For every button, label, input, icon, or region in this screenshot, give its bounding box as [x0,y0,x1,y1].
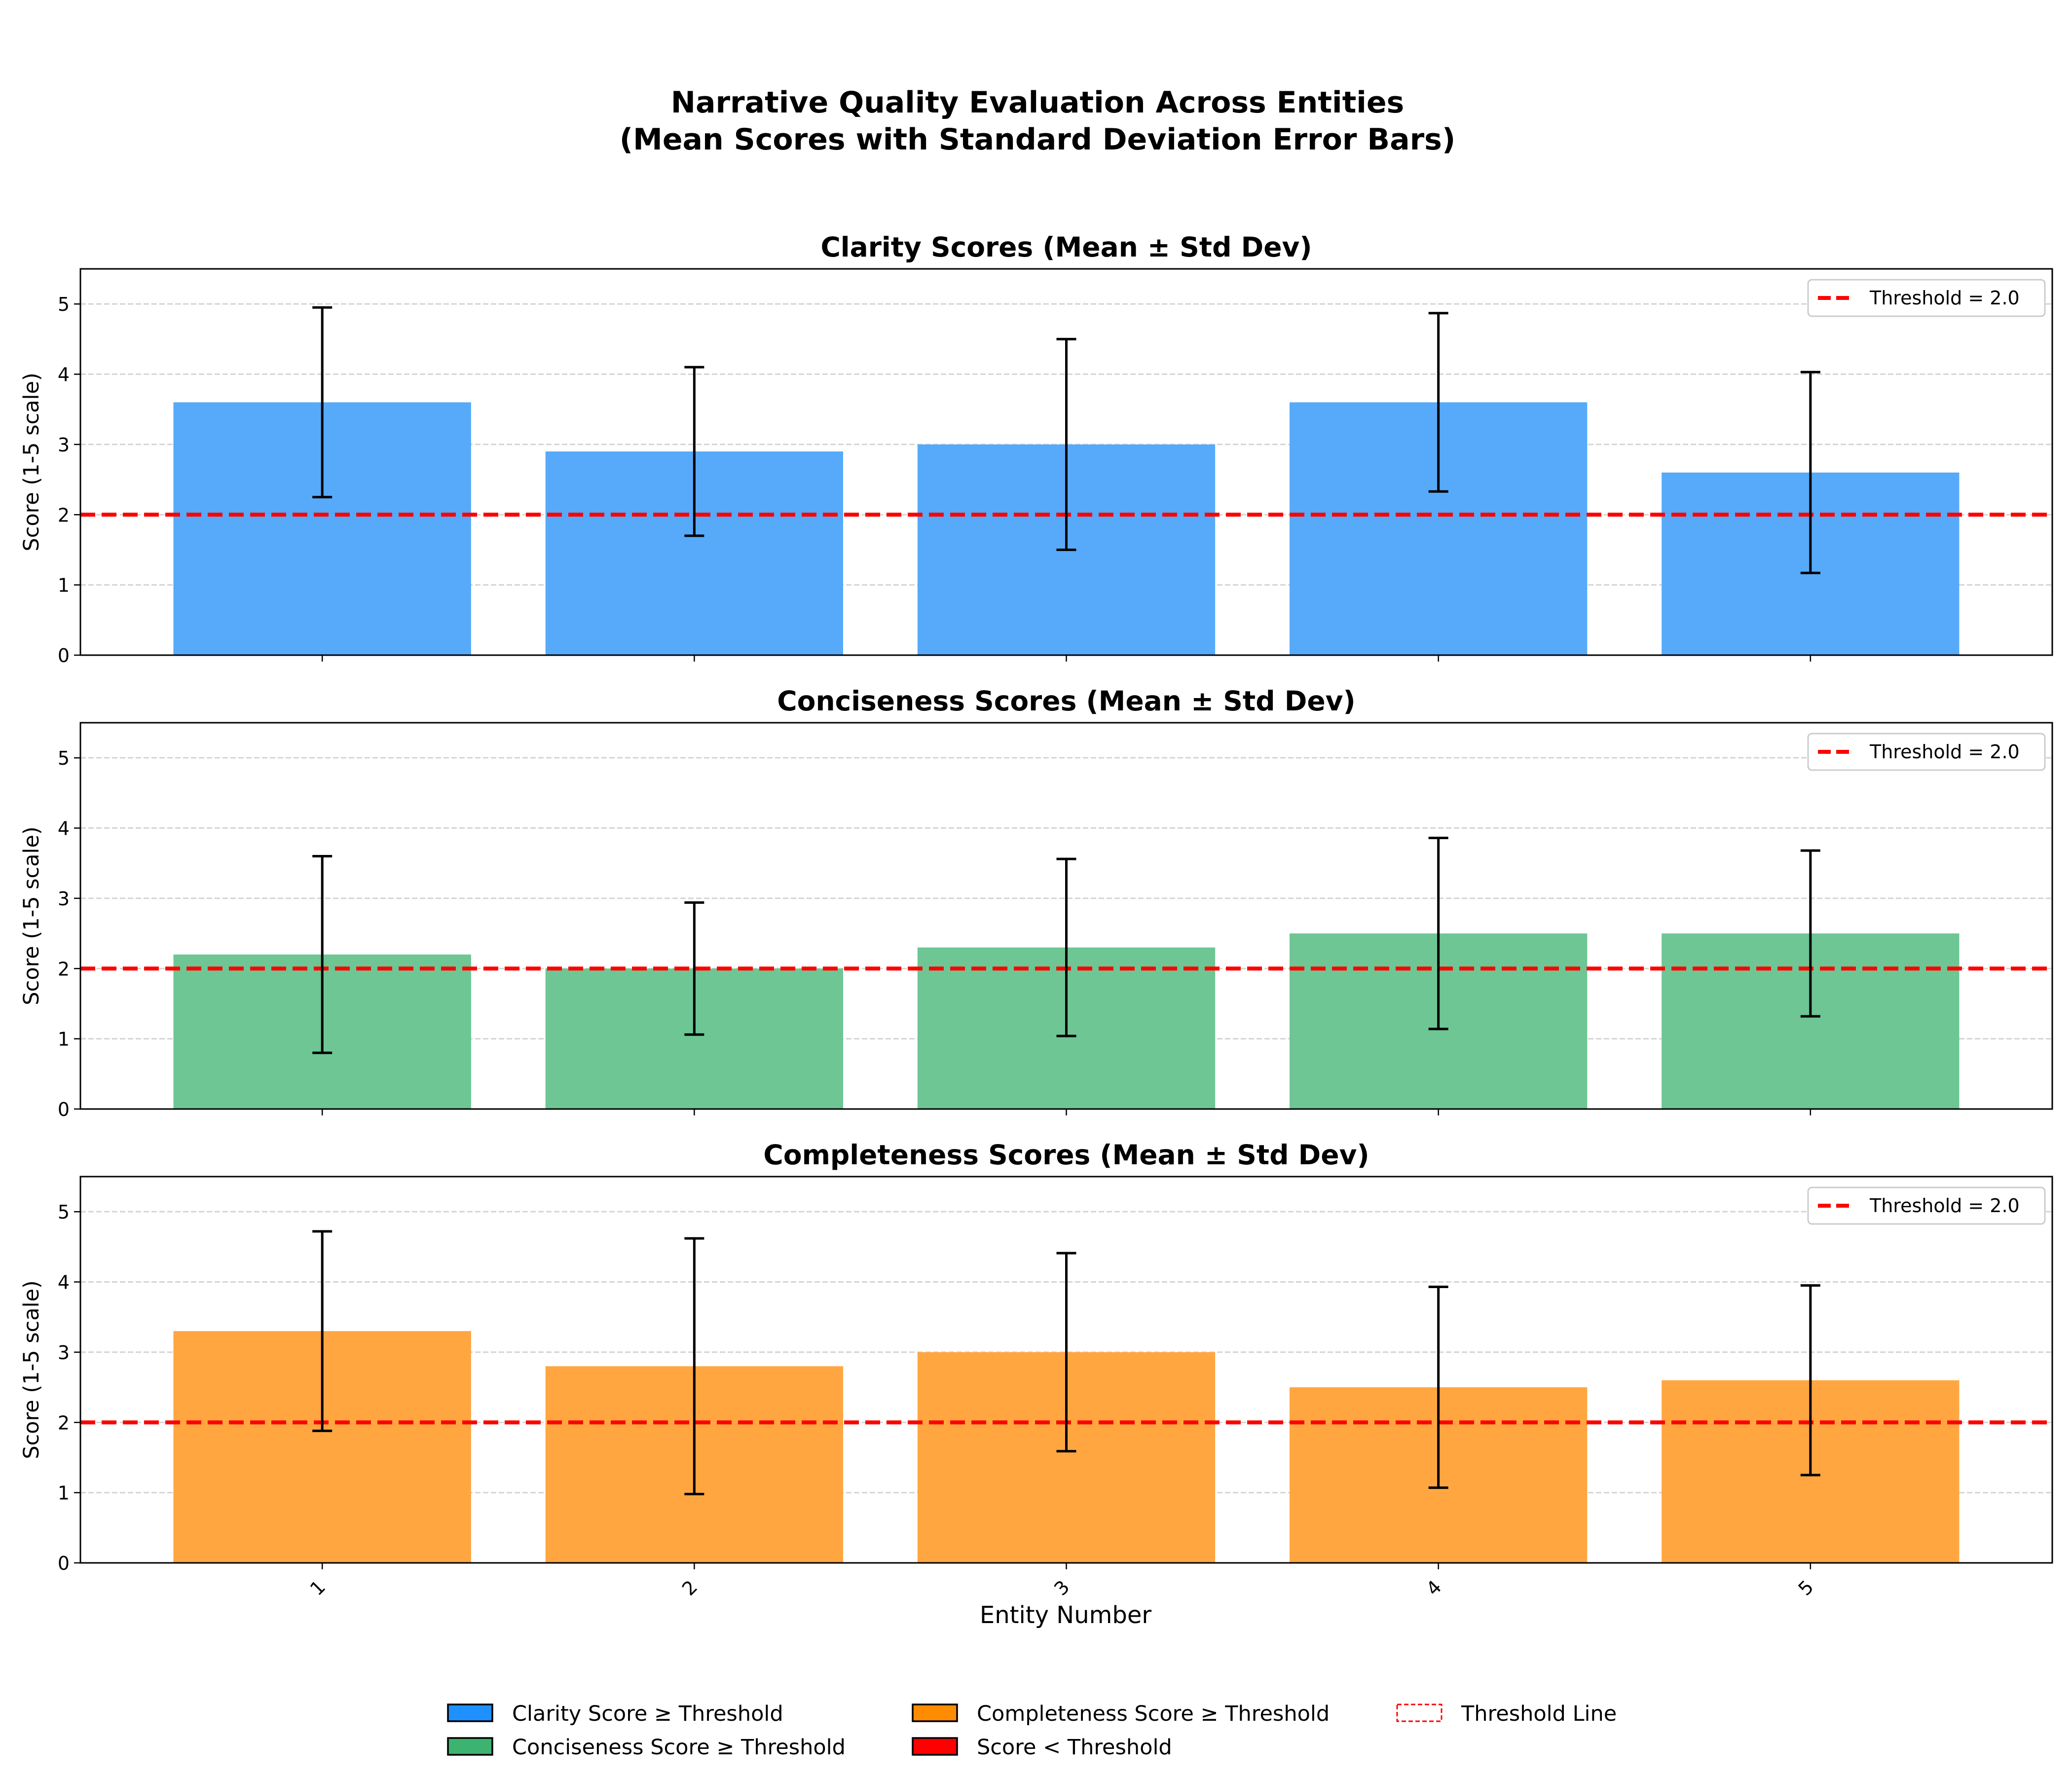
error-bar [684,1237,704,1495]
clarity-panel-title: Clarity Scores (Mean ± Std Dev) [820,231,1312,263]
legend-box [1807,1186,2046,1225]
legend-conciseness-swatch [447,1737,493,1756]
threshold-legend: Threshold = 2.0 [1807,279,2046,317]
y-tick-label: 3 [58,434,70,456]
conciseness-subplot: Conciseness Scores (Mean ± Std Dev) 0 1 2 3 4… [19,685,2053,1120]
clarity-subplot: Clarity Scores (Mean ± Std Dev) 0 1 2 3 4 5 Sco… [19,231,2053,666]
legend-below-threshold-label: Score < Threshold [977,1735,1172,1760]
y-tick-label: 3 [58,1342,70,1364]
y-tick-label: 3 [58,888,70,910]
error-bar [312,854,333,1054]
legend-threshold-label: Threshold = 2.0 [1869,741,2020,763]
legend-clarity: Clarity Score ≥ Threshold [447,1702,783,1726]
axes-frame [79,268,2053,656]
completeness-panel-title: Completeness Scores (Mean ± Std Dev) [763,1139,1369,1171]
y-axis-label: Score (1-5 scale) [19,826,44,1005]
y-tick-label: 1 [58,1029,70,1050]
legend-threshold-line: Threshold Line [1396,1702,1617,1726]
legend-conciseness: Conciseness Score ≥ Threshold [447,1735,846,1760]
y-tick-label: 5 [58,747,70,769]
figure-title-line2: (Mean Scores with Standard Deviation Err… [620,122,1456,157]
y-axis-label: Score (1-5 scale) [19,372,44,551]
legend-box [1807,733,2046,771]
legend-box [1807,279,2046,317]
error-bar [1800,849,1820,1018]
y-tick-label: 0 [58,1553,70,1574]
y-axis-label: Score (1-5 scale) [19,1280,44,1459]
legend-completeness-swatch [912,1703,958,1722]
error-bar [684,366,704,537]
axes-frame [79,722,2053,1110]
conciseness-panel-title: Conciseness Scores (Mean ± Std Dev) [777,685,1355,717]
legend-threshold-label: Threshold = 2.0 [1869,287,2020,309]
x-axis-label: Entity Number [980,1601,1151,1629]
threshold-legend: Threshold = 2.0 [1807,733,2046,771]
error-bar [1428,1286,1448,1489]
y-tick-label: 5 [58,1201,70,1223]
figure-legend: Clarity Score ≥ Threshold Conciseness Sco… [447,1702,1617,1760]
legend-below-threshold: Score < Threshold [912,1735,1172,1760]
error-bar [684,901,704,1036]
legend-threshold-line-swatch [1396,1703,1443,1722]
error-bar [312,1230,333,1432]
y-tick-label: 1 [58,1482,70,1504]
legend-threshold-label: Threshold = 2.0 [1869,1195,2020,1217]
legend-conciseness-label: Conciseness Score ≥ Threshold [512,1735,846,1760]
y-tick-label: 2 [58,958,70,980]
error-bar [1056,337,1076,551]
y-tick-label: 4 [58,1272,70,1294]
legend-clarity-swatch [447,1703,493,1722]
error-bar [312,306,333,499]
error-bar [1428,312,1448,493]
legend-threshold-line-label: Threshold Line [1461,1702,1617,1726]
y-tick-label: 1 [58,575,70,596]
error-bar [1056,857,1076,1037]
y-tick-label: 0 [58,645,70,666]
y-tick-label: 5 [58,294,70,315]
completeness-subplot: Completeness Scores (Mean ± Std Dev) 0 1 2 3… [19,1139,2053,1600]
y-tick-label: 2 [58,1412,70,1434]
threshold-legend: Threshold = 2.0 [1807,1186,2046,1225]
y-tick-label: 2 [58,504,70,526]
error-bar [1800,1284,1820,1477]
error-bar [1056,1252,1076,1453]
error-bar [1800,370,1820,574]
legend-below-threshold-swatch [912,1737,958,1756]
subplots: Clarity Scores (Mean ± Std Dev) 0 1 2 3 4 5 Sco… [19,231,2053,1600]
y-tick-label: 0 [58,1099,70,1120]
legend-completeness-label: Completeness Score ≥ Threshold [977,1702,1330,1726]
error-bar [1428,836,1448,1031]
legend-completeness: Completeness Score ≥ Threshold [912,1702,1330,1726]
figure-title-line1: Narrative Quality Evaluation Across Enti… [671,85,1405,120]
legend-clarity-label: Clarity Score ≥ Threshold [512,1702,783,1726]
y-tick-label: 4 [58,818,70,840]
axes-frame [79,1176,2053,1564]
y-tick-label: 4 [58,364,70,386]
